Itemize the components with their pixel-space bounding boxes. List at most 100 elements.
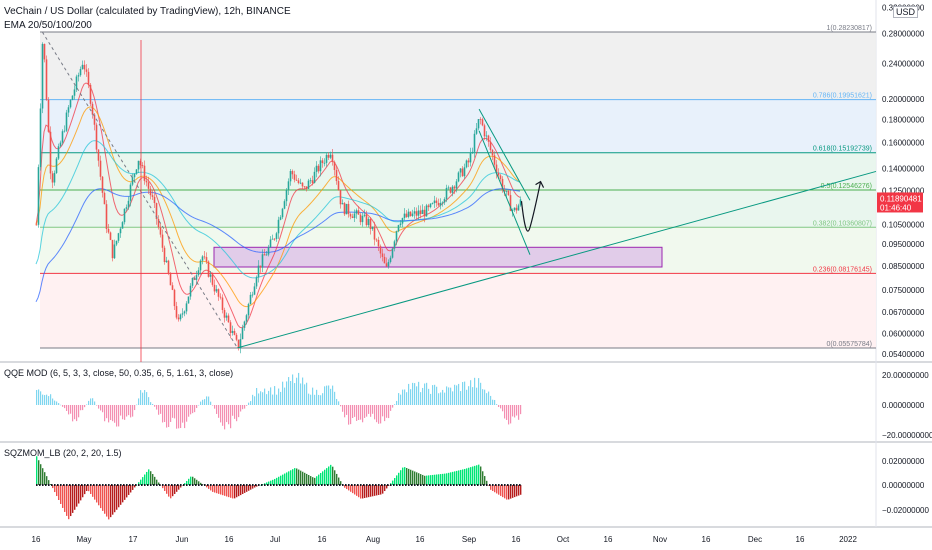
sqz-histogram-bar	[428, 475, 430, 485]
qqe-histogram-bar	[354, 405, 356, 417]
qqe-histogram-bar	[186, 405, 188, 422]
sqz-histogram-bar	[48, 480, 50, 485]
sqz-histogram-bar	[366, 485, 368, 498]
sqz-histogram-bar	[276, 477, 278, 485]
candle-body	[407, 211, 410, 217]
candle-body	[157, 218, 160, 228]
qqe-histogram-bar	[192, 405, 194, 414]
sqz-histogram-bar	[116, 485, 118, 510]
candle-body	[393, 241, 396, 249]
candle-body	[79, 69, 82, 76]
candle-body	[263, 254, 266, 256]
ema-line-200	[35, 188, 521, 303]
qqe-histogram-bar	[348, 405, 350, 425]
candle-body	[519, 199, 522, 206]
sqz-histogram-bar	[138, 482, 140, 485]
squeeze-dot	[225, 484, 227, 486]
candle-body	[477, 119, 480, 129]
sqz-histogram-bar	[432, 474, 434, 485]
sqz-histogram-bar	[128, 485, 130, 495]
sqz-histogram-bar	[374, 485, 376, 496]
squeeze-dot	[459, 484, 461, 486]
candle-body	[455, 181, 458, 189]
qqe-histogram-bar	[112, 405, 114, 422]
squeeze-dot	[192, 484, 194, 486]
candle-body	[221, 297, 224, 310]
sqz-histogram-bar	[58, 485, 60, 501]
qqe-histogram-bar	[428, 388, 430, 405]
sqz-histogram-bar	[194, 478, 196, 485]
sqz-histogram-bar	[90, 485, 92, 495]
time-axis-tick: 16	[318, 535, 327, 544]
candle-body	[325, 154, 328, 163]
squeeze-dot	[324, 484, 326, 486]
sqz-histogram-bar	[442, 473, 444, 485]
candle-body	[117, 233, 120, 241]
squeeze-dot	[87, 484, 89, 486]
sqz-histogram-bar	[466, 468, 468, 485]
sqz-histogram-bar	[444, 473, 446, 485]
sqz-histogram-bar	[244, 485, 246, 493]
qqe-histogram-bar	[312, 387, 314, 405]
sqz-histogram-bar	[230, 485, 232, 498]
qqe-histogram-bar	[92, 398, 94, 405]
squeeze-dot	[483, 484, 485, 486]
sqz-histogram-bar	[240, 485, 242, 496]
qqe-histogram-bar	[376, 405, 378, 423]
squeeze-dot	[48, 484, 50, 486]
candle-body	[459, 168, 462, 173]
sqz-histogram-bar	[106, 485, 108, 517]
squeeze-dot	[321, 484, 323, 486]
squeeze-dot	[171, 484, 173, 486]
squeeze-dot	[453, 484, 455, 486]
fib-level-label: 0.382(0.10360807)	[813, 220, 872, 227]
candle-body	[375, 239, 378, 241]
squeeze-dot	[111, 484, 113, 486]
candle-body	[397, 225, 400, 232]
squeeze-dot	[426, 484, 428, 486]
qqe-histogram-bar	[64, 405, 66, 409]
price-axis-tick: 0.08500000	[882, 262, 925, 271]
qqe-histogram-bar	[126, 405, 128, 417]
squeeze-dot	[342, 484, 344, 486]
time-axis-tick: 17	[129, 535, 138, 544]
candle-body	[275, 233, 278, 239]
candle-body	[385, 263, 388, 267]
price-axis-tick: 0.06000000	[882, 330, 925, 339]
squeeze-dot	[60, 484, 62, 486]
qqe-histogram-bar	[190, 405, 192, 415]
sqz-histogram-bar	[376, 485, 378, 496]
qqe-histogram-bar	[210, 401, 212, 405]
candle-body	[163, 247, 166, 263]
squeeze-dot	[384, 484, 386, 486]
candle-body	[481, 119, 484, 126]
squeeze-dot	[222, 484, 224, 486]
candle-body	[177, 317, 180, 320]
currency-badge[interactable]: USD	[892, 6, 918, 18]
candle-body	[289, 171, 292, 182]
qqe-histogram-bar	[284, 387, 286, 405]
qqe-histogram-bar	[174, 405, 176, 419]
sqz-histogram-bar	[400, 470, 402, 485]
squeeze-dot	[501, 484, 503, 486]
candle-body	[197, 270, 200, 276]
qqe-histogram-bar	[184, 405, 186, 429]
candle-body	[47, 99, 50, 132]
candle-body	[145, 180, 148, 183]
squeeze-dot	[273, 484, 275, 486]
candle-body	[467, 160, 470, 163]
time-axis-tick: 2022	[839, 535, 857, 544]
candle-body	[205, 257, 208, 262]
candle-body	[391, 248, 394, 258]
candle-body	[169, 273, 172, 286]
candle-body	[351, 216, 354, 218]
squeeze-dot	[432, 484, 434, 486]
sqz-histogram-bar	[192, 476, 194, 485]
sqz-histogram-bar	[124, 485, 126, 500]
qqe-histogram-bar	[150, 402, 152, 405]
squeeze-dot	[327, 484, 329, 486]
sqz-histogram-bar	[406, 468, 408, 485]
squeeze-dot	[147, 484, 149, 486]
time-axis-tick: 16	[702, 535, 711, 544]
qqe-histogram-bar	[468, 386, 470, 405]
